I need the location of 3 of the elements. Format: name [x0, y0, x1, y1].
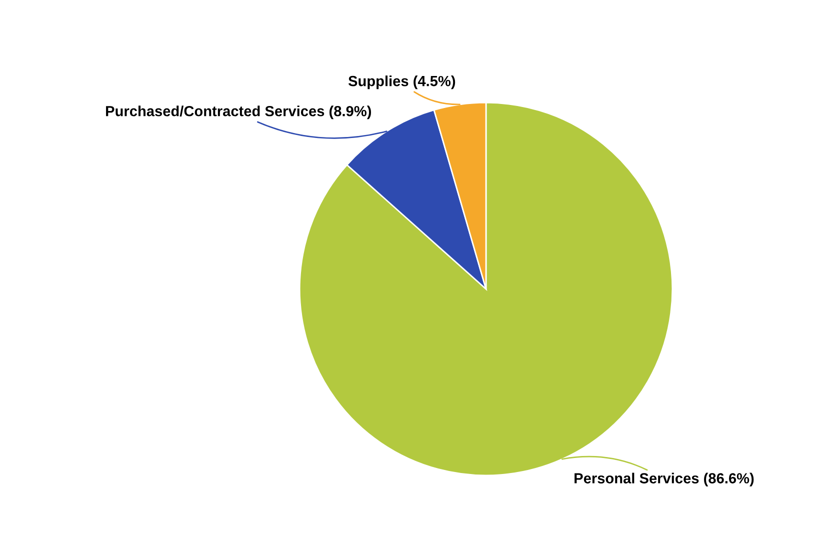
slice-label: Personal Services (86.6%) — [574, 472, 754, 486]
slice-label: Purchased/Contracted Services (8.9%) — [106, 106, 371, 120]
slice-label: Supplies (4.5%) — [348, 76, 456, 90]
